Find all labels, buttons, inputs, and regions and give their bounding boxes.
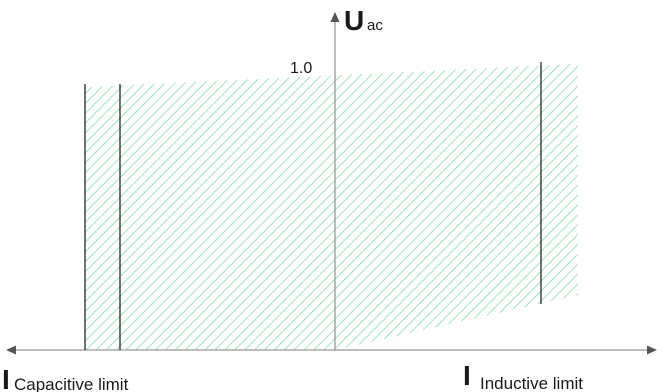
y-axis-label: U bbox=[344, 5, 364, 36]
y-tick-label: 1.0 bbox=[290, 60, 312, 77]
inductive-limit-subscript: Inductive limit bbox=[480, 374, 583, 392]
y-axis-label-subscript: ac bbox=[367, 17, 383, 34]
capacitive-limit-label: I bbox=[2, 364, 10, 392]
capacitive-limit-subscript: Capacitive limit bbox=[14, 375, 129, 392]
operating-region bbox=[85, 64, 578, 350]
left-arrow-icon bbox=[6, 345, 16, 355]
inductive-limit-label: I bbox=[463, 360, 471, 391]
up-arrow-icon bbox=[330, 12, 340, 22]
right-arrow-icon bbox=[647, 345, 657, 355]
